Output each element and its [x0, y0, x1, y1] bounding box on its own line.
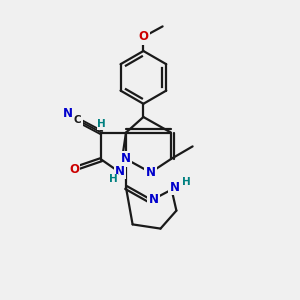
Text: C: C [74, 115, 82, 125]
Text: N: N [146, 166, 156, 179]
Text: O: O [69, 163, 79, 176]
Text: H: H [97, 119, 106, 129]
Text: N: N [62, 107, 73, 120]
Text: O: O [138, 30, 148, 44]
Text: N: N [121, 152, 131, 166]
Text: H: H [109, 174, 118, 184]
Text: H: H [182, 177, 191, 188]
Text: N: N [148, 193, 159, 206]
Text: N: N [115, 165, 125, 178]
Text: N: N [169, 181, 180, 194]
